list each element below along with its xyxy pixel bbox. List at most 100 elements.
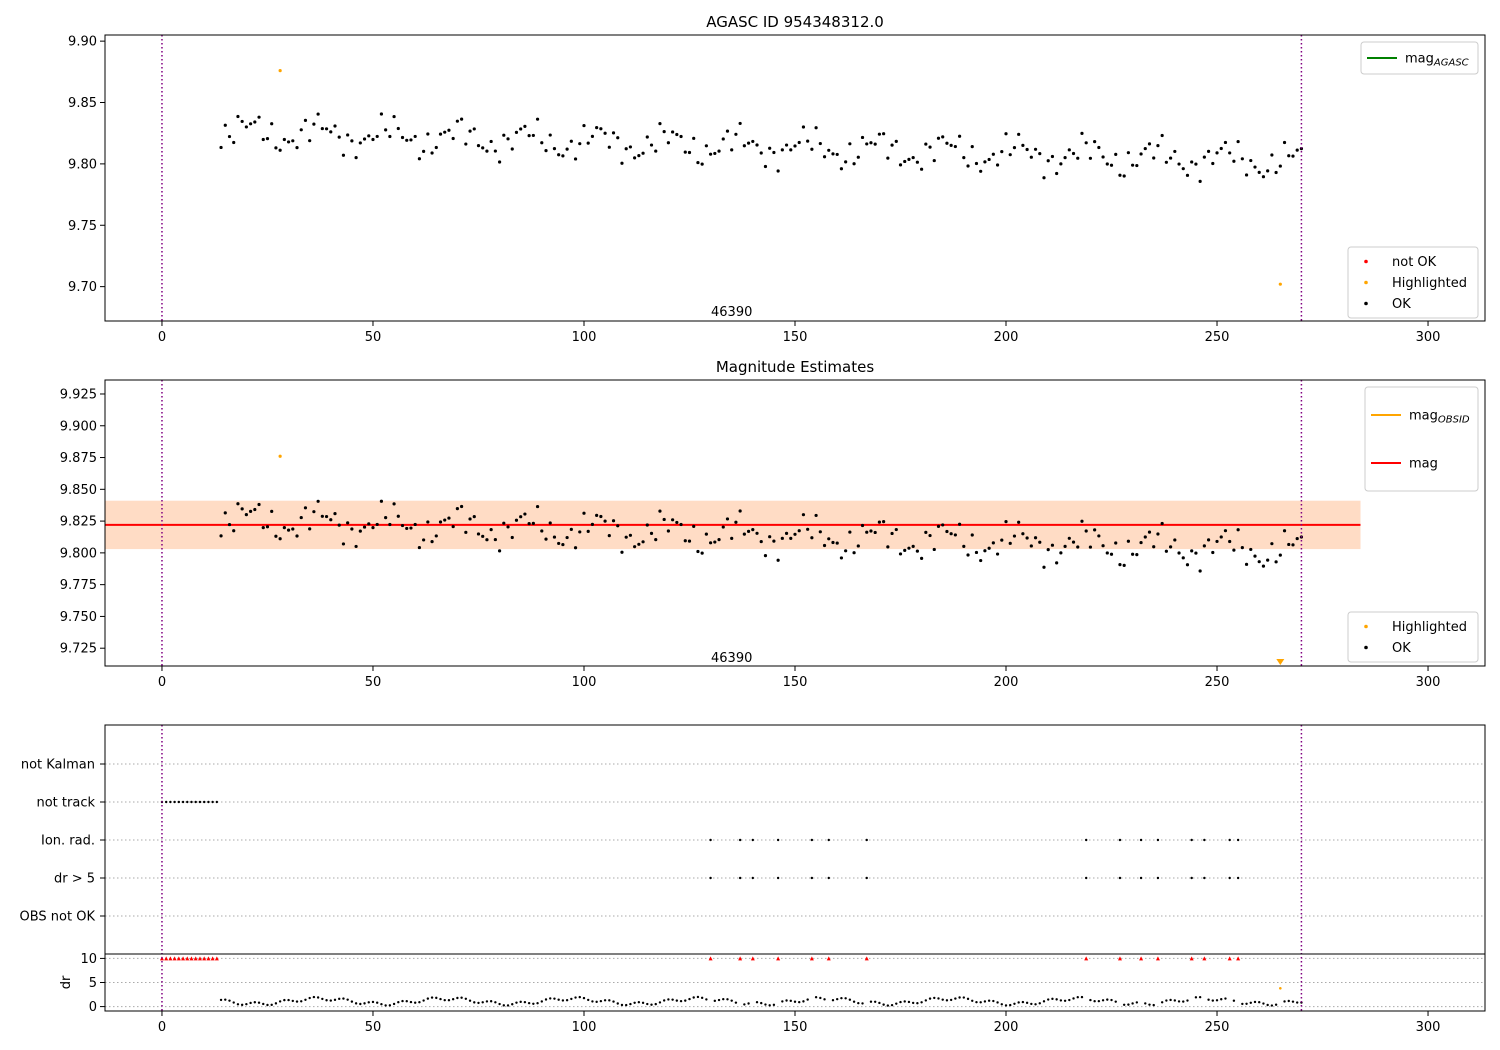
dr-point	[544, 998, 548, 1001]
ok-point	[683, 150, 687, 154]
ok-point	[920, 167, 924, 171]
x-tick-label: 100	[572, 1020, 597, 1035]
ok-point	[628, 533, 633, 537]
ok-point	[240, 507, 244, 511]
ok-point	[569, 527, 573, 531]
dr-point	[928, 997, 932, 1000]
dr-point	[316, 996, 320, 999]
flag-point	[1084, 876, 1088, 880]
highlighted-point	[278, 68, 282, 73]
legend-label: not OK	[1392, 255, 1437, 270]
ok-point	[282, 526, 286, 530]
dr-point	[962, 996, 966, 999]
ok-point	[730, 148, 734, 152]
dr-point	[1296, 1001, 1299, 1004]
flag-point	[173, 800, 176, 804]
ok-point	[476, 144, 481, 148]
ok-point	[1042, 176, 1046, 180]
ok-point	[388, 522, 392, 527]
dr-point	[907, 1000, 911, 1004]
ok-point	[244, 125, 248, 129]
ok-point	[1270, 542, 1274, 546]
ok-point	[350, 139, 354, 143]
dr-point	[1283, 1000, 1286, 1003]
ok-point	[928, 145, 932, 149]
ok-point	[1291, 154, 1295, 158]
x-tick-label: 50	[365, 675, 382, 690]
ok-point	[1109, 552, 1114, 556]
dr-clipped-marker	[1084, 956, 1089, 961]
ok-point	[1000, 149, 1004, 154]
dr-point	[266, 1003, 269, 1007]
flag-point	[776, 876, 780, 880]
ok-point	[936, 136, 941, 140]
dr-point	[527, 1001, 531, 1005]
flag-point	[810, 876, 814, 880]
dr-point	[688, 997, 691, 1001]
x-tick-label: 150	[783, 1020, 808, 1035]
ok-point	[1029, 155, 1033, 159]
ok-point	[734, 132, 738, 136]
flag-point	[1139, 838, 1143, 842]
ok-point	[308, 139, 312, 143]
ok-point	[806, 527, 810, 531]
ok-point	[1261, 564, 1266, 568]
dr-point	[443, 998, 446, 1002]
ok-point	[839, 167, 844, 171]
dr-point	[1215, 999, 1219, 1002]
dr-clipped-marker	[193, 956, 198, 961]
dr-point	[502, 1004, 506, 1007]
ok-point	[248, 122, 253, 126]
dr-point	[1144, 1002, 1147, 1005]
ok-point	[1181, 167, 1185, 171]
dr-point	[591, 1000, 594, 1003]
ok-point	[497, 549, 502, 553]
dr-point	[612, 1000, 615, 1003]
dr-point	[536, 1002, 539, 1005]
ok-point	[962, 156, 966, 160]
dr-point	[629, 1002, 632, 1006]
dr-point	[430, 996, 434, 999]
ok-point	[1008, 541, 1012, 545]
ok-point	[519, 127, 523, 131]
ok-point	[371, 137, 375, 142]
dr-point	[975, 1000, 978, 1004]
ok-point	[662, 129, 666, 134]
x-tick-label: 150	[783, 330, 808, 345]
y-tick-label: 9.80	[68, 157, 97, 172]
dr-point	[1245, 1002, 1248, 1005]
dr-point	[329, 999, 332, 1002]
dr-point	[899, 1000, 902, 1004]
dr-point	[823, 998, 826, 1001]
ok-point	[561, 154, 565, 158]
dr-point	[451, 997, 455, 1001]
ok-point	[299, 515, 303, 520]
ok-point	[708, 152, 713, 156]
ok-point	[941, 523, 945, 527]
flag-point	[1203, 876, 1206, 880]
ok-point	[970, 145, 974, 149]
ok-point	[320, 514, 324, 518]
ok-point	[780, 536, 784, 540]
ok-point	[1215, 151, 1219, 155]
ok-point	[573, 546, 578, 550]
ok-point	[1253, 554, 1257, 558]
ok-point	[312, 122, 316, 126]
ok-point	[346, 521, 350, 525]
ok-point	[814, 513, 818, 518]
ok-point	[763, 164, 768, 169]
dr-point	[489, 1000, 493, 1003]
ok-point	[945, 141, 949, 145]
ok-point	[236, 502, 240, 506]
x-tick-label: 0	[158, 1020, 166, 1035]
dr-point	[549, 997, 552, 1000]
ok-point	[1059, 162, 1063, 166]
ok-point	[460, 117, 464, 121]
dr-point	[924, 999, 928, 1002]
ok-point	[957, 134, 962, 138]
ok-point	[911, 544, 915, 548]
panel-agasc: AGASC ID 954348312.0 9.70 9.75 9.80 9.85 9.9…	[68, 13, 1486, 345]
x-tick-label: 50	[365, 330, 382, 345]
legend-label: Highlighted	[1392, 620, 1467, 635]
legend-dot-swatch	[1364, 301, 1368, 306]
